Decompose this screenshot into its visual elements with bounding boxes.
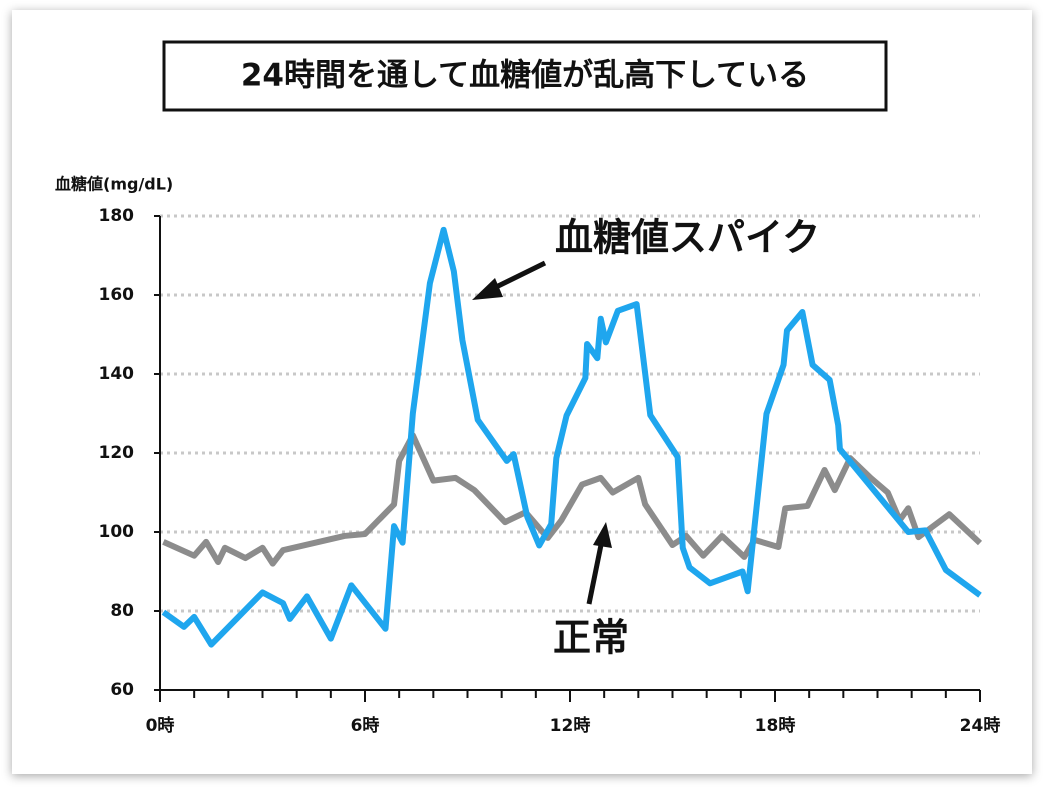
y-tick-label: 80 [110, 601, 134, 621]
arrow [472, 260, 547, 300]
y-tick-label: 140 [99, 364, 135, 384]
annotation: 血糖値スパイク [555, 216, 820, 260]
y-tick-label: 160 [99, 285, 135, 305]
y-axis-label: 血糖値(mg/dL) [55, 175, 173, 194]
series-line [161, 226, 982, 648]
y-tick-label: 180 [99, 206, 135, 226]
y-tick-label: 100 [99, 522, 135, 542]
plot: 60 80 100 120 140 160 180 0時 6時 12時 18時 24時 [99, 206, 1001, 736]
x-tick-label: 24時 [960, 715, 1001, 736]
chart-title: 24時間を通して血糖値が乱高下している [241, 58, 809, 94]
x-tick-label: 12時 [550, 715, 591, 736]
y-tick-label: 60 [110, 680, 134, 700]
x-tick-label: 18時 [755, 715, 796, 736]
series-line [162, 432, 983, 567]
annotation: 正常 [553, 616, 629, 660]
card [12, 10, 1032, 774]
arrow [586, 522, 612, 605]
x-tick-label: 0時 [146, 715, 175, 736]
x-tick-label: 6時 [351, 715, 380, 736]
y-tick-label: 120 [99, 443, 135, 463]
title-box [162, 40, 888, 112]
